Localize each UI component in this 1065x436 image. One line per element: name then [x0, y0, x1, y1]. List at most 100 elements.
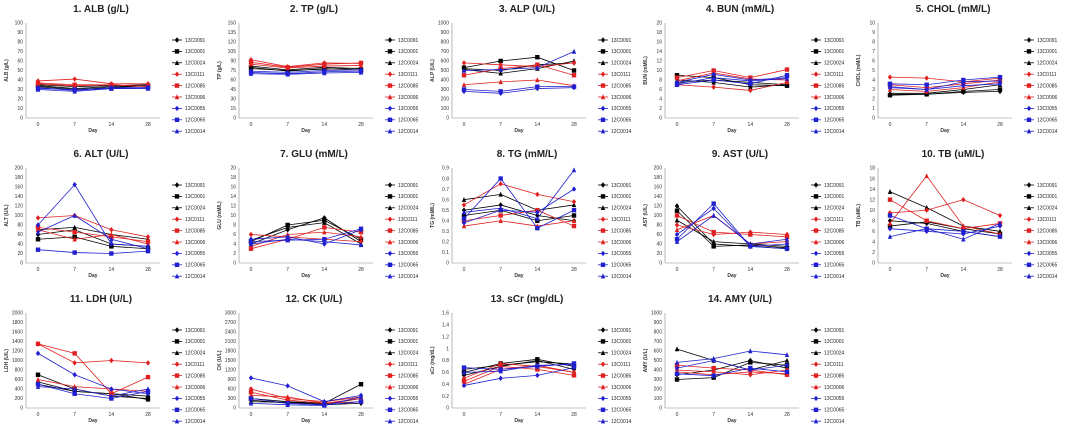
data-point	[571, 60, 577, 66]
line-chart: 9. AST (U/L) 0 20 40 60 80 100 120 140 160 180 200 0…	[643, 149, 845, 280]
data-point	[109, 357, 114, 364]
x-tick-label: 7	[499, 267, 502, 273]
x-tick-label: 14	[961, 267, 967, 273]
legend-marker	[1026, 117, 1032, 122]
legend-label: 13C0055	[824, 396, 845, 402]
legend-label: 12C0024	[1037, 206, 1058, 212]
legend-label: 13C0111	[824, 72, 844, 78]
y-tick-label: 2	[872, 97, 875, 103]
y-tick-label: 7	[872, 49, 875, 55]
legend-marker	[174, 361, 180, 367]
legend-marker	[813, 128, 819, 134]
x-tick-label: 28	[571, 412, 577, 418]
legend-marker	[1026, 49, 1032, 54]
legend-label: 12C0085	[1037, 83, 1058, 89]
legend-label: 13C0091	[611, 328, 632, 334]
legend-label: 12C0085	[398, 83, 419, 89]
series-line	[37, 84, 149, 88]
y-tick-label: 900	[441, 30, 450, 36]
legend-label: 13C0006	[611, 240, 632, 246]
data-point	[72, 229, 77, 235]
legend-marker	[600, 182, 606, 188]
data-point	[109, 393, 114, 399]
data-point	[924, 75, 929, 81]
legend-label: 12C0085	[185, 83, 206, 89]
legend-label: 13C0091	[611, 183, 632, 189]
data-point	[72, 88, 77, 94]
series-line	[889, 199, 1001, 230]
series-line	[463, 363, 575, 379]
chart-title: 11. LDH (U/L)	[70, 294, 132, 305]
y-tick-label: 6	[659, 87, 662, 93]
chart-title: 10. TB (uM/L)	[922, 149, 985, 160]
legend-label: 13C0006	[611, 385, 632, 391]
legend-marker	[813, 105, 819, 112]
data-point	[535, 84, 540, 89]
x-axis-label: Day	[514, 128, 523, 134]
data-point	[887, 225, 893, 232]
legend-label: 13C0055	[1037, 106, 1058, 112]
y-tick-label: 400	[654, 368, 663, 374]
legend-label: 13C0091	[824, 38, 845, 44]
data-point	[997, 223, 1003, 229]
legend-marker	[1026, 71, 1032, 77]
data-point	[498, 218, 503, 223]
data-point	[72, 212, 77, 218]
y-tick-label: 2700	[225, 320, 236, 326]
y-tick-label: 1800	[12, 320, 23, 326]
legend-marker	[600, 228, 606, 233]
legend-marker	[600, 49, 606, 54]
legend-marker	[813, 216, 819, 222]
legend-marker	[813, 83, 819, 88]
legend-marker	[174, 83, 180, 88]
legend-marker	[174, 407, 180, 412]
legend-marker	[813, 37, 819, 43]
legend-label: 13C0055	[398, 396, 419, 402]
legend-marker	[1026, 216, 1032, 222]
legend-label: 13C0055	[398, 106, 419, 112]
legend-label: 13C0001	[398, 194, 419, 200]
y-tick-label: 0	[20, 406, 23, 412]
data-point	[674, 363, 680, 368]
data-point	[461, 382, 467, 389]
series-line	[250, 63, 362, 69]
x-axis-label: Day	[88, 273, 97, 279]
legend-marker	[1026, 60, 1032, 65]
data-point	[887, 74, 893, 80]
data-point	[748, 232, 753, 237]
legend-marker	[174, 250, 180, 257]
x-tick-label: 14	[748, 267, 754, 273]
x-tick-label: 14	[748, 122, 754, 128]
data-point	[461, 209, 467, 215]
series-line	[37, 85, 149, 89]
legend-marker	[387, 395, 393, 402]
legend-label: 13C0001	[185, 194, 206, 200]
y-tick-label: 14	[230, 194, 236, 200]
series-line	[889, 76, 1001, 83]
y-tick-label: 600	[654, 349, 663, 355]
chart-panel: 14. AMY (U/L) 0 100 200 300 400 500 600 700 800 90…	[639, 290, 852, 435]
x-tick-label: 14	[535, 122, 541, 128]
line-chart: 3. ALP (U/L) 0 100 200 300 400 500 600 700 800 900…	[430, 4, 632, 135]
legend-label: 13C0091	[1037, 183, 1058, 189]
legend-marker	[174, 384, 180, 390]
legend-label: 13C0111	[611, 72, 631, 78]
legend-marker	[387, 239, 393, 245]
legend-marker	[600, 117, 606, 122]
y-tick-label: 20	[656, 21, 662, 27]
data-point	[145, 360, 151, 366]
data-point	[461, 202, 467, 208]
legend-marker	[174, 117, 180, 122]
y-tick-label: 8	[659, 78, 662, 84]
data-point	[498, 364, 503, 369]
data-point	[924, 82, 929, 87]
series-line	[676, 350, 788, 363]
y-tick-label: 1000	[651, 311, 662, 317]
y-tick-label: 8	[872, 218, 875, 224]
y-tick-label: 1000	[438, 21, 449, 27]
data-point	[498, 66, 503, 72]
data-point	[748, 241, 753, 247]
legend-marker	[813, 339, 819, 344]
data-point	[887, 220, 893, 226]
y-tick-label: 16	[869, 176, 875, 182]
